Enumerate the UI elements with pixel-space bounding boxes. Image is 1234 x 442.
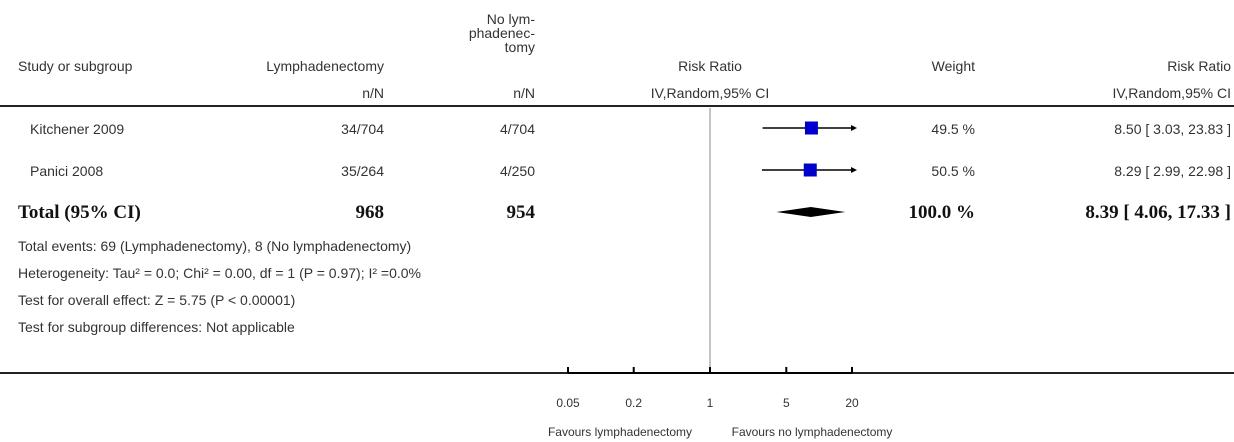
control-header-line: phadenec- xyxy=(468,25,535,41)
control-subheader: n/N xyxy=(513,85,535,101)
control-value: 4/250 xyxy=(499,163,535,179)
header-divider xyxy=(0,105,1234,107)
heterogeneity-note: Heterogeneity: Tau² = 0.0; Chi² = 0.00, … xyxy=(18,265,421,281)
control-header-line: No lym- xyxy=(486,11,535,27)
subgroup-differences-note: Test for subgroup differences: Not appli… xyxy=(18,319,295,335)
control-value: 4/704 xyxy=(499,121,535,137)
risk-ratio-ci: 8.29 [ 2.99, 22.98 ] xyxy=(1114,163,1231,179)
plot-column-header: Risk Ratio xyxy=(678,58,742,74)
x-tick-label: 5 xyxy=(783,396,790,410)
total-control: 954 xyxy=(506,202,536,223)
total-weight: 100.0 % xyxy=(908,202,976,223)
control-header-line: tomy xyxy=(504,39,535,55)
total-experimental: 968 xyxy=(355,202,385,223)
x-tick-label: 20 xyxy=(845,396,859,410)
study-column-header: Study or subgroup xyxy=(18,58,133,74)
study-name: Panici 2008 xyxy=(30,163,104,179)
study-marker xyxy=(803,163,817,177)
weight-value: 50.5 % xyxy=(931,163,975,179)
x-tick-label: 1 xyxy=(707,396,714,410)
risk-ratio-ci: 8.50 [ 3.03, 23.83 ] xyxy=(1114,121,1231,137)
experimental-subheader: n/N xyxy=(362,85,384,101)
ci-arrow xyxy=(851,125,857,131)
total-label: Total (95% CI) xyxy=(18,202,141,223)
experimental-value: 35/264 xyxy=(341,163,384,179)
experimental-value: 34/704 xyxy=(341,121,384,137)
ci-arrow xyxy=(851,167,857,173)
plot-subheader: IV,Random,95% CI xyxy=(650,85,770,101)
pooled-diamond xyxy=(776,207,846,217)
total-events-note: Total events: 69 (Lymphadenectomy), 8 (N… xyxy=(18,238,412,254)
total-risk-ratio-ci: 8.39 [ 4.06, 17.33 ] xyxy=(1085,202,1231,223)
favours-left-label: Favours lymphadenectomy xyxy=(547,425,693,439)
experimental-column-header: Lymphadenectomy xyxy=(266,58,384,74)
control-column-header: No lym- phadenec- tomy xyxy=(420,12,535,54)
x-tick-label: 0.05 xyxy=(556,396,580,410)
favours-right-label: Favours no lymphadenectomy xyxy=(731,425,893,439)
rr-column-header: Risk Ratio xyxy=(1167,58,1231,74)
study-name: Kitchener 2009 xyxy=(30,121,125,137)
overall-effect-note: Test for overall effect: Z = 5.75 (P < 0… xyxy=(18,292,296,308)
x-tick-label: 0.2 xyxy=(625,396,642,410)
rr-subheader: IV,Random,95% CI xyxy=(1112,85,1231,101)
study-marker xyxy=(804,121,818,135)
weight-value: 49.5 % xyxy=(931,121,975,137)
weight-column-header: Weight xyxy=(931,58,975,74)
